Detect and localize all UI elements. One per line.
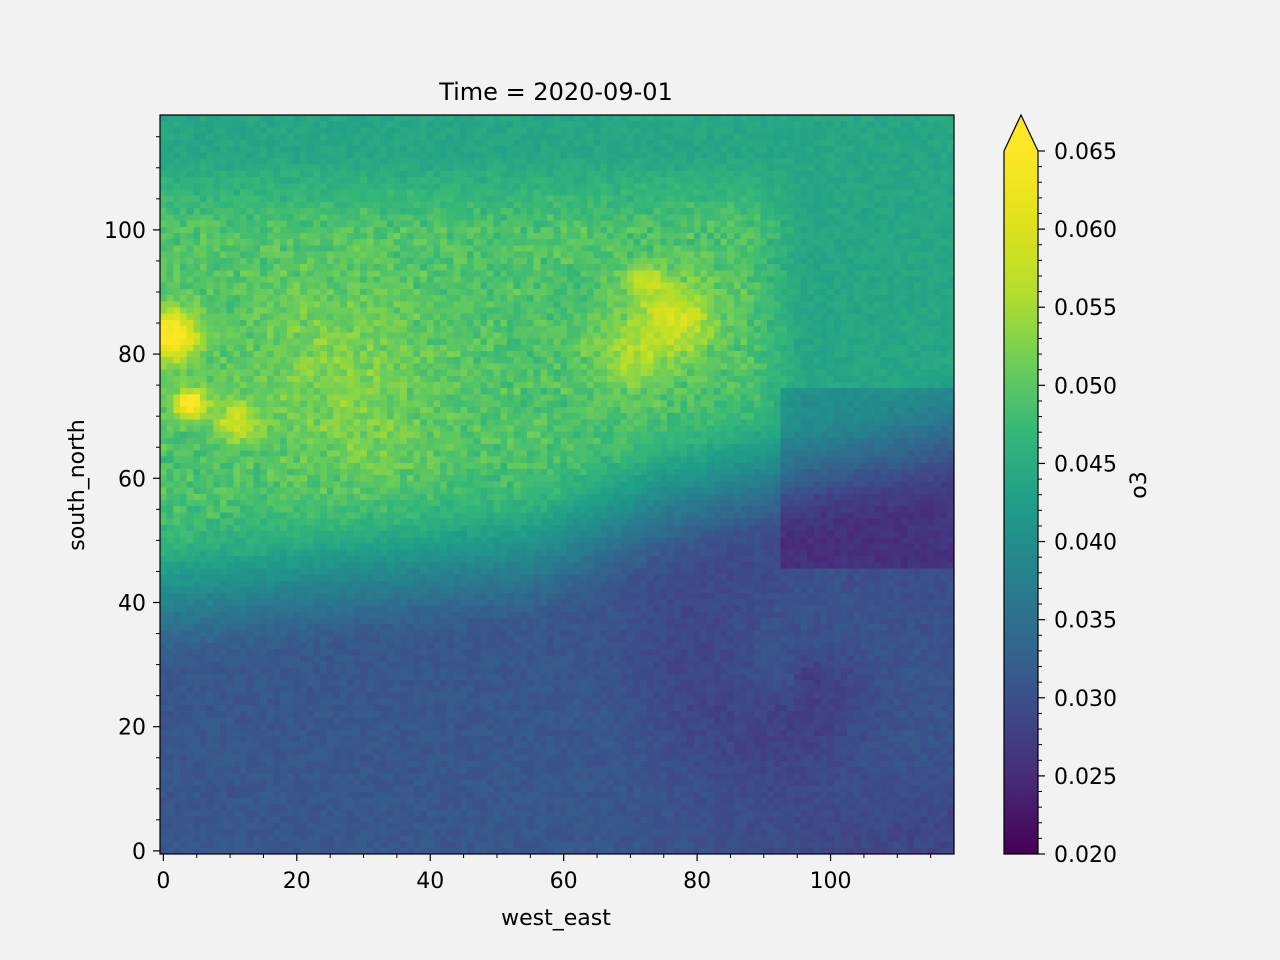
- chart-title: Time = 2020-09-01: [438, 78, 673, 106]
- colorbar-tick-label: 0.045: [1054, 452, 1117, 477]
- colorbar-ticks: 0.020 0.025 0.030 0.035 0.040 0.045 0.050 0.055…: [1038, 140, 1117, 868]
- plot-frame: [159, 114, 955, 855]
- x-tick-label: 40: [416, 869, 444, 894]
- colorbar-outline: [1003, 113, 1039, 855]
- colorbar-tick-label: 0.065: [1054, 140, 1117, 165]
- x-tick-label: 100: [810, 869, 852, 894]
- x-tick-label: 20: [283, 869, 311, 894]
- x-axis-label: west_east: [501, 906, 611, 931]
- y-axis-label: south_north: [65, 419, 90, 550]
- x-tick-label: 0: [156, 869, 170, 894]
- colorbar-tick-label: 0.050: [1054, 374, 1117, 399]
- colorbar-gradient: [1004, 151, 1038, 854]
- y-tick-label: 40: [118, 591, 146, 616]
- y-tick-label: 20: [118, 716, 146, 741]
- colorbar-label: o3: [1127, 471, 1152, 498]
- y-tick-label: 100: [104, 219, 146, 244]
- y-tick-label: 60: [118, 467, 146, 492]
- colorbar-tick-label: 0.035: [1054, 609, 1117, 634]
- colorbar-tick-label: 0.040: [1054, 531, 1117, 556]
- x-tick-label: 80: [683, 869, 711, 894]
- colorbar-extend-arrow: [1004, 115, 1038, 151]
- y-tick-label: 0: [132, 840, 146, 865]
- colorbar-tick-label: 0.055: [1054, 296, 1117, 321]
- x-axis: 0 20 40 60 80 100: [156, 854, 932, 894]
- x-tick-label: 60: [550, 869, 578, 894]
- heatmap-canvas: [160, 115, 954, 854]
- y-tick-label: 80: [118, 343, 146, 368]
- colorbar-tick-label: 0.060: [1054, 218, 1117, 243]
- colorbar-tick-label: 0.020: [1054, 843, 1117, 868]
- heatmap-area: [160, 115, 954, 854]
- colorbar-tick-label: 0.025: [1054, 765, 1117, 790]
- colorbar: 0.020 0.025 0.030 0.035 0.040 0.045 0.050 0.055…: [1003, 113, 1152, 868]
- y-axis: 0 20 40 60 80 100: [104, 136, 160, 865]
- colorbar-tick-label: 0.030: [1054, 687, 1117, 712]
